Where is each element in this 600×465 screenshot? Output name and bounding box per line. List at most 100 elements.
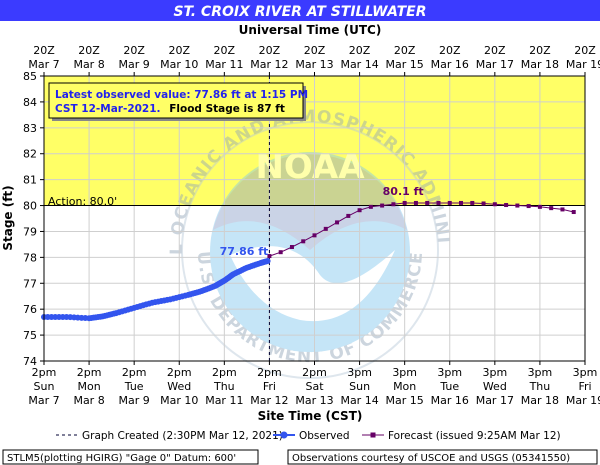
- noaa-seal-upper-half: [213, 154, 407, 250]
- forecast-point: [526, 204, 531, 209]
- forecast-point: [447, 200, 452, 205]
- forecast-point: [312, 233, 317, 238]
- x-tick-day: Wed: [167, 380, 191, 393]
- y-tick-label: 79: [23, 225, 37, 238]
- x-tick-day: Mon: [77, 380, 100, 393]
- x-tick-top-date: Mar 15: [386, 58, 424, 71]
- x-tick-time: 2pm: [32, 366, 57, 379]
- x-tick-date: Mar 19: [566, 394, 600, 407]
- forecast-point: [335, 220, 340, 225]
- x-tick-date: Mar 12: [250, 394, 288, 407]
- legend-forecast-label: Forecast (issued 9:25AM Mar 12): [388, 430, 561, 442]
- x-tick-top-time: 20Z: [78, 44, 100, 57]
- forecast-point: [425, 200, 430, 205]
- forecast-line: [269, 202, 574, 257]
- x-tick-day: Tue: [124, 380, 144, 393]
- forecast-point: [571, 210, 576, 215]
- forecast-point: [459, 200, 464, 205]
- x-tick-top-date: Mar 10: [160, 58, 198, 71]
- x-tick-top-date: Mar 18: [521, 58, 559, 71]
- y-tick-label: 78: [23, 251, 37, 264]
- x-tick-date: Mar 15: [386, 394, 424, 407]
- x-tick-date: Mar 16: [431, 394, 469, 407]
- x-tick-top-date: Mar 7: [28, 58, 59, 71]
- x-tick-time: 3pm: [528, 366, 553, 379]
- x-tick-time: 2pm: [122, 366, 147, 379]
- x-tick-top-date: Mar 14: [340, 58, 378, 71]
- x-tick-top-date: Mar 9: [119, 58, 150, 71]
- forecast-point: [413, 200, 418, 205]
- x-tick-time: 2pm: [77, 366, 102, 379]
- x-tick-day: Tue: [439, 380, 459, 393]
- footer-left-box: [2, 449, 259, 465]
- x-tick-day: Thu: [213, 380, 235, 393]
- x-tick-time: 2pm: [212, 366, 237, 379]
- footer-right-box: [287, 449, 598, 465]
- x-tick-top-time: 20Z: [394, 44, 416, 57]
- y-tick-label: 75: [23, 329, 37, 342]
- x-tick-day: Fri: [263, 380, 276, 393]
- x-tick-top-date: Mar 16: [431, 58, 469, 71]
- legend-graph-created-label: Graph Created (2:30PM Mar 12, 2021): [82, 430, 283, 442]
- forecast-point: [470, 200, 475, 205]
- x-axis-label: Site Time (CST): [258, 409, 363, 423]
- forecast-point: [391, 202, 396, 207]
- forecast-point: [549, 206, 554, 211]
- forecast-point: [301, 239, 306, 244]
- x-tick-time: 3pm: [392, 366, 417, 379]
- forecast-point: [267, 254, 272, 259]
- x-tick-top-date: Mar 12: [250, 58, 288, 71]
- forecast-point: [346, 213, 351, 218]
- y-tick-label: 80: [23, 200, 37, 213]
- action-stage-label: Action: 80.0': [48, 195, 117, 208]
- forecast-point: [481, 201, 486, 206]
- x-tick-time: 3pm: [347, 366, 372, 379]
- y-tick-label: 74: [23, 355, 37, 368]
- forecast-point: [357, 208, 362, 213]
- forecast-point: [380, 203, 385, 208]
- forecast-point: [504, 203, 509, 208]
- x-tick-top-date: Mar 8: [73, 58, 104, 71]
- x-tick-date: Mar 8: [73, 394, 104, 407]
- footer-left-text: STLM5(plotting HGIRG) "Gage 0" Datum: 60…: [7, 453, 236, 464]
- x-tick-top-time: 20Z: [574, 44, 596, 57]
- x-tick-top-date: Mar 17: [476, 58, 514, 71]
- x-tick-day: Sun: [349, 380, 370, 393]
- noaa-seal-outer-ring: [181, 121, 439, 379]
- noaa-logo-text: NOAA: [255, 147, 365, 187]
- x-tick-date: Mar 13: [295, 394, 333, 407]
- info-box-background: [48, 82, 304, 119]
- x-tick-date: Mar 18: [521, 394, 559, 407]
- y-tick-label: 84: [23, 96, 37, 109]
- y-tick-label: 82: [23, 148, 37, 161]
- x-tick-date: Mar 14: [340, 394, 378, 407]
- footer-right-text: Observations courtesy of USCOE and USGS …: [292, 453, 570, 464]
- forecast-point: [436, 200, 441, 205]
- x-tick-top-date: Mar 13: [295, 58, 333, 71]
- title-banner: [0, 0, 600, 21]
- x-tick-top-time: 20Z: [259, 44, 281, 57]
- forecast-peak-label: 80.1 ft: [383, 185, 424, 198]
- info-box-flood-stage: Flood Stage is 87 ft: [169, 103, 285, 115]
- x-tick-time: 3pm: [573, 366, 598, 379]
- forecast-point: [323, 226, 328, 231]
- x-tick-time: 3pm: [437, 366, 462, 379]
- x-tick-time: 3pm: [482, 366, 507, 379]
- chart-title: ST. CROIX RIVER AT STILLWATER: [173, 4, 426, 20]
- info-box-date: CST 12-Mar-2021.: [55, 103, 161, 115]
- info-box-line-1: Latest observed value: 77.86 ft at 1:15 …: [55, 89, 308, 101]
- x-tick-top-time: 20Z: [349, 44, 371, 57]
- y-tick-label: 76: [23, 303, 37, 316]
- x-tick-date: Mar 7: [28, 394, 59, 407]
- legend-forecast-marker: [370, 432, 376, 438]
- observed-value-label: 77.86 ft: [220, 245, 269, 258]
- x-tick-top-time: 20Z: [168, 44, 190, 57]
- x-tick-top-time: 20Z: [123, 44, 145, 57]
- latest-observation-box: Latest observed value: 77.86 ft at 1:15 …: [48, 82, 308, 121]
- x-tick-top-time: 20Z: [484, 44, 506, 57]
- x-tick-top-date: Mar 11: [205, 58, 243, 71]
- legend-observed-marker: [280, 431, 288, 439]
- forecast-point: [278, 250, 283, 255]
- x-tick-day: Thu: [529, 380, 551, 393]
